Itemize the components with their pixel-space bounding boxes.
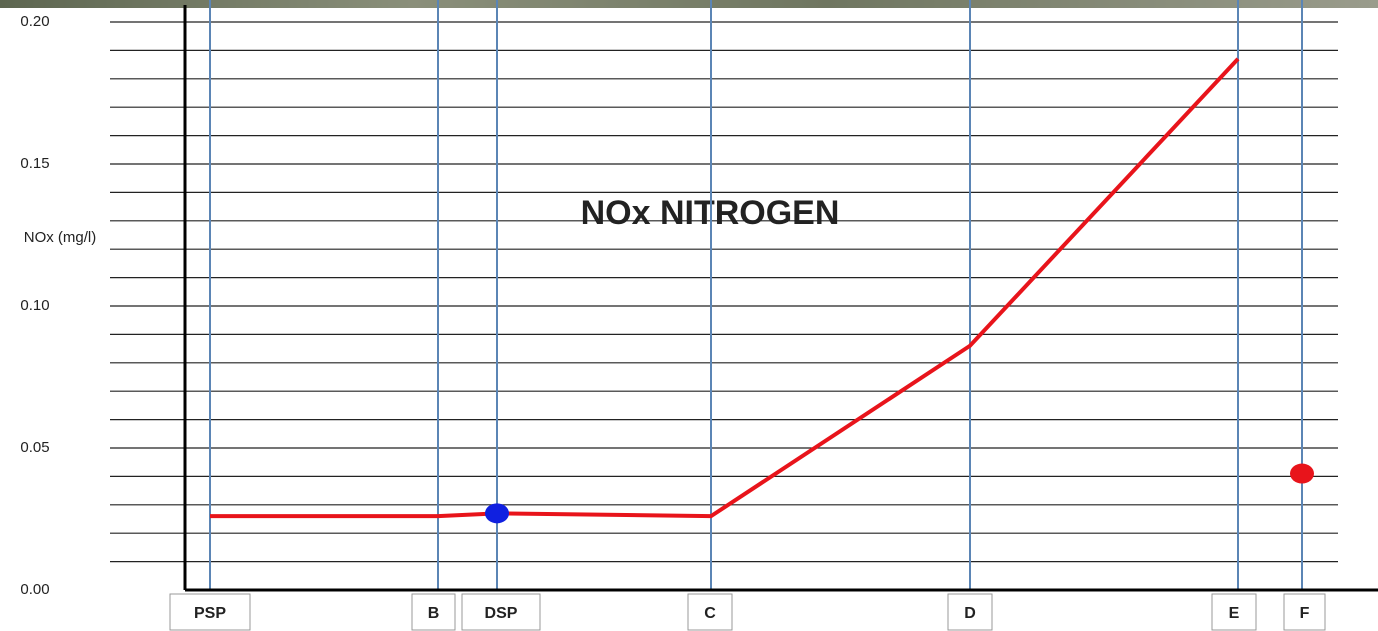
x-tick-label: E: [1229, 605, 1240, 622]
x-tick-label: F: [1300, 605, 1310, 622]
y-tick-label: 0.15: [20, 155, 49, 172]
x-tick-label: PSP: [194, 605, 226, 622]
y-tick-label: 0.10: [20, 297, 49, 314]
x-tick-label: D: [964, 605, 976, 622]
y-tick-label: 0.00: [20, 581, 49, 598]
background-photo-strip: [0, 0, 1378, 8]
x-tick-label: C: [704, 605, 716, 622]
y-tick-label: 0.20: [20, 13, 49, 30]
x-tick-label: DSP: [485, 605, 518, 622]
chart: NOx NITROGEN NOx (mg/l) 0.000.050.100.15…: [0, 0, 1378, 631]
y-tick-label: 0.05: [20, 439, 49, 456]
data-point: [1290, 464, 1314, 484]
x-tick-label: B: [428, 605, 440, 622]
data-point: [485, 503, 509, 523]
y-axis-label: NOx (mg/l): [24, 229, 97, 246]
